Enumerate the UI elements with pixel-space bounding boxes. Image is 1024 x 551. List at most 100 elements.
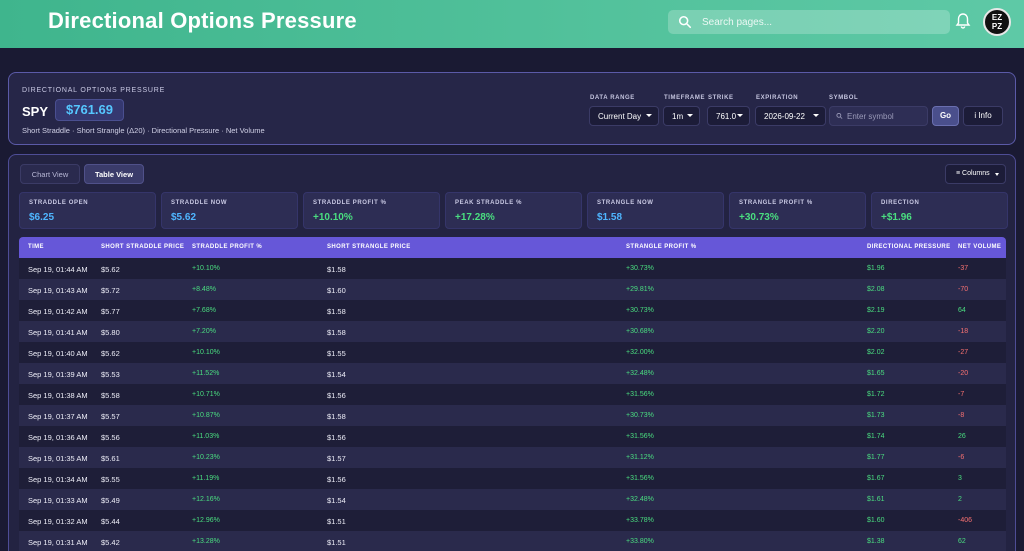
column-header[interactable]: STRADDLE PROFIT % [192,244,263,250]
search-input[interactable] [702,16,932,28]
stat-value: +30.73% [739,212,779,223]
timeframe-value: 1m [672,111,684,121]
table-cell: +10.87% [192,412,220,419]
stat-value: +17.28% [455,212,495,223]
table-cell: +7.68% [192,307,216,314]
table-cell: Sep 19, 01:42 AM [28,307,88,316]
table-cell: $5.61 [101,454,120,463]
table-cell: Sep 19, 01:40 AM [28,349,88,358]
table-cell: +30.73% [626,412,654,419]
table-cell: $1.74 [867,433,885,440]
tab-chart-view[interactable]: Chart View [20,164,80,184]
data-range-dropdown[interactable]: Current Day [589,106,659,126]
table-cell: $1.38 [867,538,885,545]
table-cell: Sep 19, 01:35 AM [28,454,88,463]
symbol-input[interactable] [847,111,927,121]
stat-card: STRANGLE PROFIT % +30.73% [729,192,866,229]
table-cell: 62 [958,538,966,545]
table-cell: $1.58 [327,307,346,316]
avatar[interactable]: EZ PZ [983,8,1011,36]
column-header[interactable]: TIME [28,244,44,250]
table-cell: -7 [958,391,965,398]
table-cell: $1.96 [867,265,885,272]
timeframe-label: TIMEFRAME [664,95,706,101]
expiration-dropdown[interactable]: 2026-09-22 [755,106,826,126]
stat-value: +10.10% [313,212,353,223]
table-cell: $1.58 [327,265,346,274]
strike-value: 761.0 [716,111,737,121]
timeframe-dropdown[interactable]: 1m [663,106,700,126]
chevron-down-icon [687,114,693,117]
column-header[interactable]: SHORT STRANGLE PRICE [327,244,411,250]
table-cell: +10.23% [192,454,220,461]
table-row: Sep 19, 01:31 AM $5.42 +13.28% $1.51 +33.80%… [19,531,1006,551]
table-cell: 26 [958,433,966,440]
stat-value: +$1.96 [881,212,912,223]
table-cell: $1.56 [327,475,346,484]
info-button[interactable]: i Info [963,106,1003,126]
chevron-down-icon [813,114,819,117]
stat-card: STRANGLE NOW $1.58 [587,192,724,229]
table-cell: Sep 19, 01:38 AM [28,391,88,400]
table-cell: $2.19 [867,307,885,314]
expiration-value: 2026-09-22 [764,111,805,121]
table-cell: -406 [958,517,973,524]
column-header[interactable]: NET VOLUME [958,244,1002,250]
column-header[interactable]: SHORT STRADDLE PRICE [101,244,185,250]
symbol-input-box[interactable] [829,106,928,126]
table-cell: $1.72 [867,391,885,398]
columns-label: ≡ Columns [956,170,990,177]
table-cell: +7.20% [192,328,216,335]
table-cell: +31.12% [626,454,654,461]
table-cell: Sep 19, 01:43 AM [28,286,88,295]
table-cell: $5.58 [101,391,120,400]
table-cell: +32.00% [626,349,654,356]
table-cell: $1.61 [867,496,885,503]
stat-card: STRADDLE PROFIT % +10.10% [303,192,440,229]
table-cell: $1.56 [327,433,346,442]
table-cell: +32.48% [626,496,654,503]
avatar-text-bottom: PZ [991,22,1003,31]
table-cell: $5.80 [101,328,120,337]
table-cell: +30.73% [626,265,654,272]
table-cell: $1.56 [327,391,346,400]
stat-value: $5.62 [171,212,197,223]
table-cell: +10.10% [192,349,220,356]
search-box[interactable] [668,10,950,34]
columns-button[interactable]: ≡ Columns [945,164,1006,184]
stat-label: STRANGLE NOW [597,200,654,206]
table-cell: +33.78% [626,517,654,524]
tab-table-view[interactable]: Table View [84,164,144,184]
column-header[interactable]: STRANGLE PROFIT % [626,244,697,250]
table-cell: $5.56 [101,433,120,442]
table-cell: Sep 19, 01:32 AM [28,517,88,526]
table-cell: Sep 19, 01:37 AM [28,412,88,421]
top-bar: Directional Options Pressure EZ PZ [0,0,1024,48]
table-cell: $5.53 [101,370,120,379]
table-cell: +31.56% [626,433,654,440]
table-cell: -6 [958,454,965,461]
chevron-down-icon [995,173,999,176]
panel-subtitle: Short Straddle · Short Strangle (Δ20) · … [22,126,265,135]
table-cell: $1.58 [327,328,346,337]
table-cell: +33.80% [626,538,654,545]
table-row: Sep 19, 01:40 AM $5.62 +10.10% $1.55 +32.00%… [19,342,1006,363]
strike-dropdown[interactable]: 761.0 [707,106,750,126]
strike-label: STRIKE [708,95,734,101]
table-row: Sep 19, 01:34 AM $5.55 +11.19% $1.56 +31.56%… [19,468,1006,489]
table-cell: Sep 19, 01:39 AM [28,370,88,379]
table-cell: -20 [958,370,969,377]
table-cell: +32.48% [626,370,654,377]
table-cell: +11.03% [192,433,220,440]
column-header[interactable]: DIRECTIONAL PRESSURE [867,244,951,250]
stat-label: STRADDLE OPEN [29,200,89,206]
table-row: Sep 19, 01:33 AM $5.49 +12.16% $1.54 +32.48%… [19,489,1006,510]
chevron-down-icon [646,114,652,117]
notification-bell-icon[interactable] [955,12,971,30]
table-cell: $1.77 [867,454,885,461]
table-cell: +31.56% [626,391,654,398]
table-row: Sep 19, 01:44 AM $5.62 +10.10% $1.58 +30.73%… [19,258,1006,279]
stat-card: DIRECTION +$1.96 [871,192,1008,229]
go-button[interactable]: Go [932,106,959,126]
table-cell: -70 [958,286,969,293]
